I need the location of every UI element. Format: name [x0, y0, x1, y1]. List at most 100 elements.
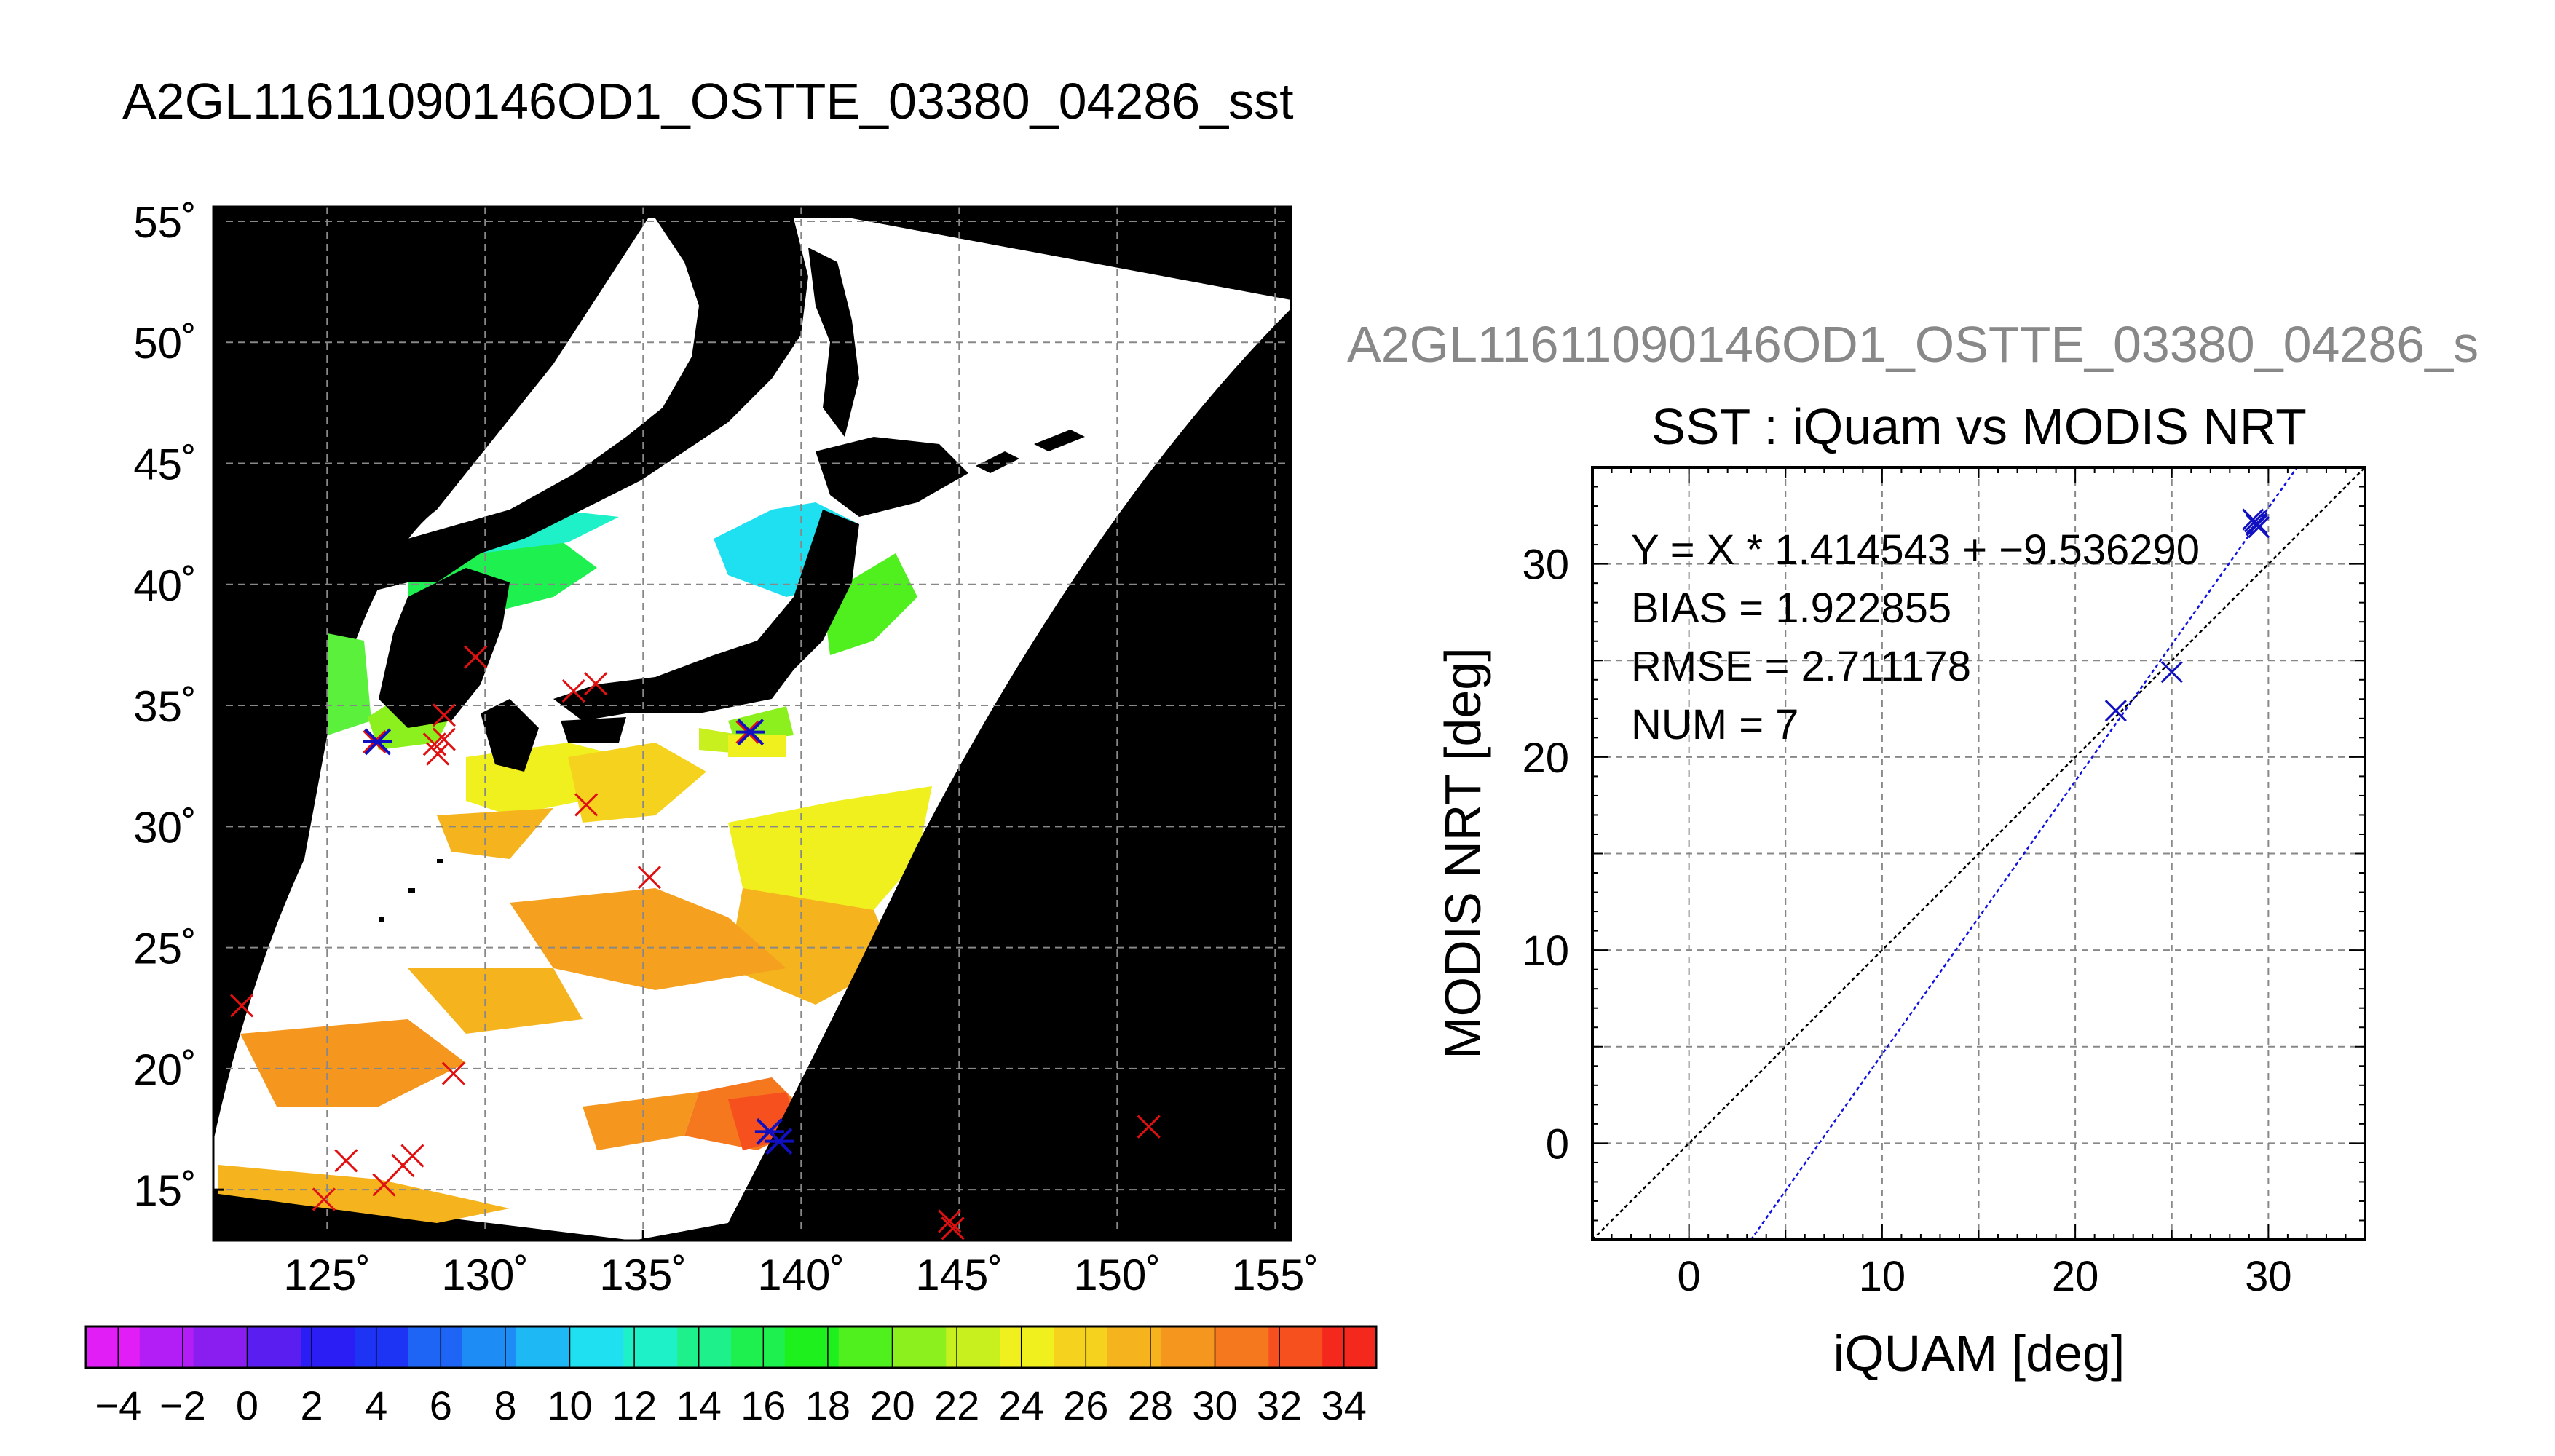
colorbar-tick-label: 24 — [999, 1382, 1044, 1428]
colorbar-cell — [301, 1326, 355, 1368]
colorbar-cell — [731, 1326, 786, 1368]
colorbar-cell — [1054, 1326, 1108, 1368]
colorbar-tick-label: 0 — [236, 1382, 258, 1428]
colorbar-tick-label: 26 — [1063, 1382, 1108, 1428]
colorbar: −4 −2 0 2 4 6 8 10 12 14 16 18 20 22 24 26 28 30 32 34 — [84, 1325, 1378, 1428]
map-lon-label: 140˚ — [757, 1251, 845, 1299]
scatter-points — [2104, 508, 2270, 722]
colorbar-cell — [355, 1326, 409, 1368]
map-latitude-labels: 55˚ 50˚ 45˚ 40˚ 35˚ 30˚ 25˚ 20˚ 15˚ — [133, 198, 197, 1215]
colorbar-cell — [784, 1326, 840, 1368]
colorbar-tick-label: 32 — [1257, 1382, 1302, 1428]
colorbar-frame — [84, 1325, 1378, 1369]
colorbar-cell — [677, 1326, 732, 1368]
map-frame — [212, 205, 1292, 1242]
buoy-marker — [464, 645, 488, 669]
colorbar-cell — [838, 1326, 893, 1368]
swath-outside-right — [633, 309, 1291, 1241]
scatter-x-axis-label: iQUAM [deg] — [1833, 1325, 2125, 1382]
scatter-x-tick-label: 30 — [2245, 1253, 2292, 1300]
colorbar-cell — [946, 1326, 1000, 1368]
map-lat-label: 50˚ — [133, 319, 197, 368]
page-title: A2GL11611090146OD1_OSTTE_03380_04286_sst — [122, 73, 1294, 130]
map-lat-label: 40˚ — [133, 561, 197, 610]
map-lon-label: 130˚ — [441, 1251, 529, 1299]
map-gridlines — [213, 207, 1291, 1241]
scatter-x-tick-label: 10 — [1859, 1253, 1906, 1300]
buoy-marker — [400, 1144, 424, 1168]
colorbar-tick-label: 4 — [365, 1382, 387, 1428]
buoy-marker — [432, 703, 456, 727]
colorbar-cell — [516, 1326, 570, 1368]
colorbar-cell — [892, 1326, 947, 1368]
colorbar-cell — [1107, 1326, 1162, 1368]
scatter-annotation: RMSE = 2.711178 — [1631, 643, 1971, 690]
colorbar-tick-label: 22 — [934, 1382, 979, 1428]
scatter-plot: 0 10 20 30 0 10 20 30 Y = X * 1.414543 + −9.53… — [1434, 466, 2366, 1382]
colorbar-tick-label: 14 — [676, 1382, 722, 1428]
colorbar-cell — [623, 1326, 678, 1368]
scatter-x-tick-label: 0 — [1677, 1253, 1700, 1300]
map-lon-label: 155˚ — [1231, 1251, 1319, 1299]
scatter-annotations: Y = X * 1.414543 + −9.536290 BIAS = 1.922… — [1631, 526, 2200, 748]
scatter-title: SST : iQuam vs MODIS NRT — [1651, 398, 2307, 455]
buoy-marker — [941, 1216, 965, 1241]
regression-fit-line — [1750, 467, 2298, 1241]
map-markers — [230, 645, 1161, 1241]
colorbar-cell — [1215, 1326, 1269, 1368]
map-lat-label: 45˚ — [133, 440, 197, 489]
colorbar-cell — [569, 1326, 624, 1368]
colorbar-cell — [247, 1326, 301, 1368]
colorbar-cell — [1268, 1326, 1323, 1368]
colorbar-tick-label: 18 — [805, 1382, 850, 1428]
sst-map: 55˚ 50˚ 45˚ 40˚ 35˚ 30˚ 25˚ 20˚ 15˚ 125˚ 130˚ 135˚… — [133, 198, 1319, 1299]
buoy-marker — [574, 793, 599, 817]
colorbar-tick-label: 12 — [612, 1382, 657, 1428]
colorbar-tick-label: 34 — [1322, 1382, 1367, 1428]
colorbar-tick-labels: −4 −2 0 2 4 6 8 10 12 14 16 18 20 22 24 26 28 30 32 34 — [95, 1326, 1367, 1428]
buoy-marker — [584, 672, 608, 696]
colorbar-tick-label: 2 — [301, 1382, 323, 1428]
scatter-y-tick-label: 0 — [1546, 1120, 1569, 1168]
scatter-point — [2246, 512, 2268, 534]
colorbar-cell — [139, 1326, 194, 1368]
buoy-marker — [426, 742, 450, 766]
scatter-x-tick-labels: 0 10 20 30 — [1677, 1253, 2291, 1300]
colorbar-tick-label: 30 — [1192, 1382, 1237, 1428]
matchup-marker — [363, 728, 392, 756]
colorbar-cell — [193, 1326, 248, 1368]
colorbar-cell — [408, 1326, 463, 1368]
map-longitude-labels: 125˚ 130˚ 135˚ 140˚ 145˚ 150˚ 155˚ — [283, 1251, 1319, 1299]
scatter-lines — [1592, 467, 2366, 1241]
matchup-marker — [735, 719, 765, 746]
colorbar-tick-label: −4 — [95, 1382, 141, 1428]
scatter-annotation: Y = X * 1.414543 + −9.536290 — [1631, 526, 2200, 574]
matchup-marker — [764, 1128, 794, 1155]
buoy-marker — [312, 1187, 336, 1211]
map-lat-label: 25˚ — [133, 925, 197, 973]
scatter-y-tick-label: 20 — [1522, 735, 1569, 782]
buoy-marker — [637, 866, 662, 890]
colorbar-tick-label: 16 — [741, 1382, 786, 1428]
buoy-marker — [334, 1149, 358, 1173]
buoy-marker — [372, 1173, 396, 1197]
buoy-marker — [938, 1209, 962, 1233]
colorbar-tick-label: 8 — [494, 1382, 516, 1428]
colorbar-cells — [86, 1326, 1377, 1368]
buoy-marker — [432, 727, 456, 751]
scatter-x-tick-label: 20 — [2052, 1253, 2099, 1300]
map-lat-label: 35˚ — [133, 682, 197, 731]
scatter-y-tick-label: 30 — [1522, 542, 1569, 589]
colorbar-cell — [1322, 1326, 1377, 1368]
map-lat-label: 30˚ — [133, 803, 197, 852]
colorbar-tick-label: 20 — [869, 1382, 915, 1428]
map-lon-label: 135˚ — [599, 1251, 687, 1299]
map-lon-label: 125˚ — [283, 1251, 371, 1299]
scatter-gridlines — [1592, 467, 2365, 1240]
scatter-annotation: NUM = 7 — [1631, 701, 1798, 748]
map-lon-label: 150˚ — [1073, 1251, 1161, 1299]
buoy-marker — [230, 994, 254, 1018]
scatter-annotation: BIAS = 1.922855 — [1631, 585, 1951, 632]
scatter-point — [2160, 661, 2183, 684]
